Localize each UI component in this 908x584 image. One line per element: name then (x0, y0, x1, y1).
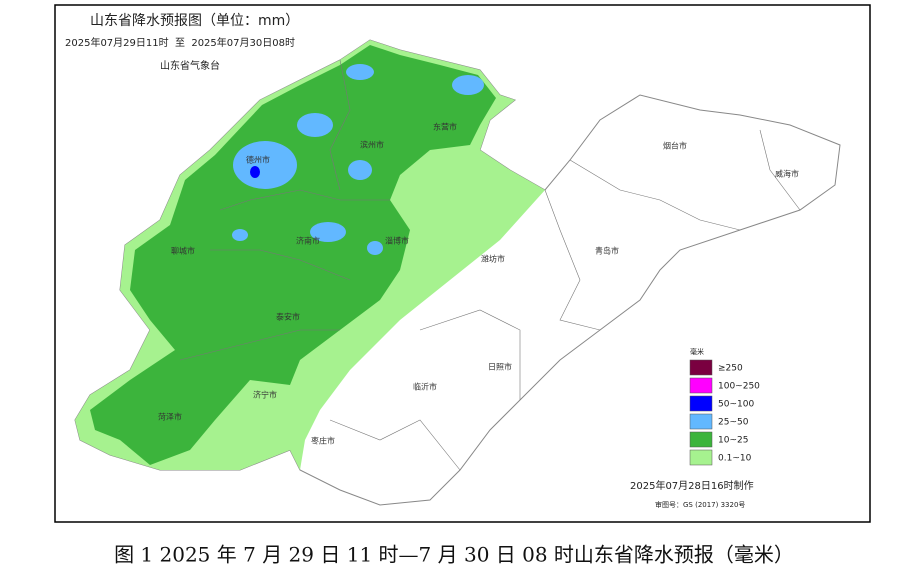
legend: 毫米 ≥250 100~250 50~100 25~50 10~25 0.1~10 (689, 347, 760, 466)
legend-label: 0.1~10 (718, 454, 752, 464)
rain-zone-heavy (348, 160, 372, 180)
legend-swatch (689, 413, 713, 430)
city-label: 威海市 (775, 169, 799, 179)
city-label: 聊城市 (171, 246, 195, 256)
rain-zone-heavy (232, 229, 248, 241)
city-label: 德州市 (246, 155, 270, 165)
city-label: 淄博市 (385, 236, 409, 246)
caption: 图 1 2025 年 7 月 29 日 11 时—7 月 30 日 08 时山东… (114, 543, 794, 567)
city-label: 济宁市 (253, 390, 277, 400)
city-label: 东营市 (433, 122, 457, 132)
rain-zone-heavy (452, 75, 484, 95)
city-label: 日照市 (488, 362, 512, 372)
city-label: 潍坊市 (481, 254, 505, 264)
rain-zone-heavy (310, 222, 346, 242)
city-label: 滨州市 (360, 140, 384, 150)
agency: 山东省气象台 (160, 59, 220, 72)
legend-label: 50~100 (718, 400, 754, 410)
city-label: 青岛市 (595, 246, 619, 256)
production-time: 2025年07月28日16时制作 (630, 479, 754, 492)
rain-zone-heavy (367, 241, 383, 255)
review-number: 审图号：GS (2017) 3320号 (655, 500, 745, 509)
map-title: 山东省降水预报图（单位：mm） (90, 13, 299, 29)
rain-zone-medium (90, 45, 496, 465)
legend-label: 100~250 (718, 382, 760, 392)
city-label: 临沂市 (413, 382, 437, 392)
legend-swatch (689, 395, 713, 412)
city-label: 枣庄市 (311, 436, 335, 446)
legend-swatch (689, 377, 713, 394)
legend-title: 毫米 (690, 347, 704, 356)
city-label: 菏泽市 (158, 412, 182, 422)
rain-zone-heavy (297, 113, 333, 137)
rain-zone-heavy (233, 141, 297, 189)
rain-zone-very-heavy (250, 166, 260, 178)
city-label: 泰安市 (276, 312, 300, 322)
time-range: 2025年07月29日11时 至 2025年07月30日08时 (65, 36, 295, 49)
legend-swatch (689, 359, 713, 376)
legend-swatch (689, 431, 713, 448)
legend-label: 10~25 (718, 436, 748, 446)
city-boundaries (179, 59, 801, 471)
legend-swatch (689, 449, 713, 466)
city-label: 烟台市 (663, 141, 687, 151)
rain-zone-heavy (346, 64, 374, 80)
city-label: 济南市 (296, 236, 320, 246)
legend-label: ≥250 (718, 364, 743, 374)
legend-label: 25~50 (718, 418, 749, 428)
